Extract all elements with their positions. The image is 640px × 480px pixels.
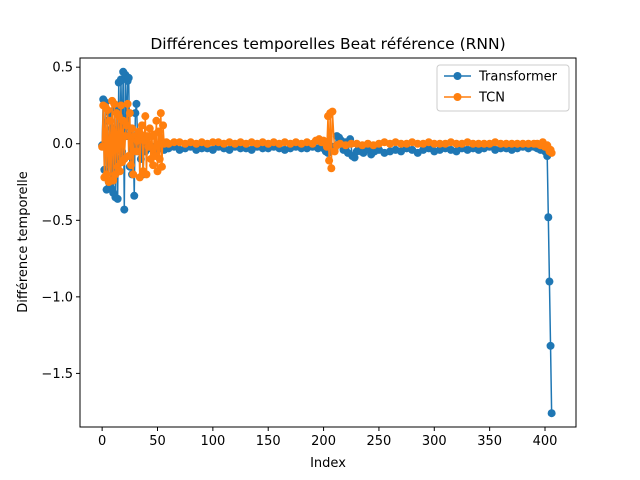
- data-point: [480, 139, 489, 148]
- data-point: [156, 109, 165, 118]
- data-point: [155, 155, 164, 164]
- data-point: [502, 139, 511, 148]
- data-point: [129, 170, 138, 179]
- data-point: [102, 170, 111, 179]
- data-point: [544, 213, 553, 222]
- x-tick-label: 0: [98, 434, 106, 449]
- y-tick-label: −0.5: [41, 214, 73, 229]
- data-point: [149, 161, 158, 170]
- data-point: [132, 99, 141, 108]
- data-point: [452, 139, 461, 148]
- data-point: [513, 139, 522, 148]
- data-point: [142, 170, 151, 179]
- data-point: [496, 139, 505, 148]
- data-point: [545, 277, 554, 286]
- data-point: [125, 109, 134, 118]
- x-axis: 0 50 100 150 200 250 300 350 400: [98, 427, 557, 449]
- legend-label: Transformer: [478, 70, 558, 85]
- data-point: [435, 139, 444, 148]
- data-point: [132, 147, 141, 156]
- data-point: [141, 112, 150, 121]
- data-point: [131, 109, 140, 118]
- data-point: [413, 139, 422, 148]
- data-point: [115, 167, 124, 176]
- series-layer: [98, 67, 556, 418]
- y-tick-label: −1.0: [41, 290, 73, 305]
- data-point: [507, 139, 516, 148]
- data-point: [120, 205, 129, 214]
- x-tick-label: 400: [533, 434, 558, 449]
- y-tick-label: 0.5: [52, 61, 73, 76]
- data-point: [159, 121, 168, 130]
- data-point: [170, 138, 179, 147]
- data-point: [136, 130, 145, 139]
- data-point: [327, 164, 336, 173]
- data-point: [98, 142, 107, 151]
- data-point: [105, 116, 114, 125]
- data-point: [135, 173, 144, 182]
- data-point: [524, 139, 533, 148]
- data-point: [124, 151, 133, 160]
- data-point: [397, 139, 406, 148]
- series-tcn: [98, 96, 556, 187]
- legend-entry-tcn: TCN: [444, 91, 505, 106]
- x-tick-label: 300: [422, 434, 447, 449]
- data-point: [325, 156, 334, 165]
- data-point: [546, 341, 555, 350]
- data-point: [350, 153, 359, 162]
- data-point: [330, 147, 339, 156]
- data-point: [113, 194, 122, 203]
- x-axis-title: Index: [310, 456, 346, 471]
- data-point: [322, 142, 331, 151]
- data-point: [103, 106, 112, 115]
- y-tick-label: −1.5: [41, 367, 73, 382]
- axes-frame: [79, 57, 577, 428]
- x-tick-label: 100: [200, 434, 225, 449]
- data-point: [328, 107, 337, 116]
- data-point: [133, 136, 142, 145]
- x-tick-label: 200: [311, 434, 336, 449]
- data-point: [474, 139, 483, 148]
- legend-marker: [453, 93, 462, 101]
- data-point: [145, 124, 154, 133]
- legend-entry-transformer: Transformer: [444, 70, 558, 85]
- y-tick-label: 0.0: [52, 137, 73, 152]
- data-point: [110, 99, 119, 108]
- x-tick-label: 150: [256, 434, 281, 449]
- x-tick-label: 50: [149, 434, 166, 449]
- data-point: [109, 176, 118, 185]
- y-axis: −1.5 −1.0 −0.5 0.0 0.5: [41, 61, 80, 382]
- x-tick-label: 250: [367, 434, 392, 449]
- data-point: [116, 101, 125, 110]
- data-point: [154, 127, 163, 136]
- data-point: [144, 142, 153, 151]
- data-point: [197, 144, 206, 153]
- plot-area: [79, 57, 577, 428]
- data-point: [157, 162, 166, 171]
- data-point: [236, 144, 245, 153]
- legend-label: TCN: [478, 91, 505, 106]
- data-point: [469, 139, 478, 148]
- data-point: [430, 139, 439, 148]
- data-point: [121, 132, 130, 141]
- data-point: [258, 144, 267, 153]
- y-axis-title: Différence temporelle: [16, 171, 31, 312]
- data-point: [547, 148, 556, 157]
- data-point: [208, 138, 217, 147]
- data-point: [130, 191, 139, 200]
- data-point: [123, 99, 132, 108]
- data-point: [128, 124, 137, 133]
- data-point: [347, 139, 356, 148]
- data-point: [124, 73, 133, 82]
- legend-marker: [453, 72, 462, 80]
- data-point: [126, 161, 135, 170]
- x-tick-label: 350: [477, 434, 502, 449]
- data-point: [152, 116, 161, 125]
- data-point: [547, 409, 556, 418]
- legend: Transformer TCN: [436, 64, 570, 112]
- chart-title: Différences temporelles Beat référence (…: [150, 35, 505, 53]
- data-point: [518, 139, 527, 148]
- data-point: [138, 121, 146, 130]
